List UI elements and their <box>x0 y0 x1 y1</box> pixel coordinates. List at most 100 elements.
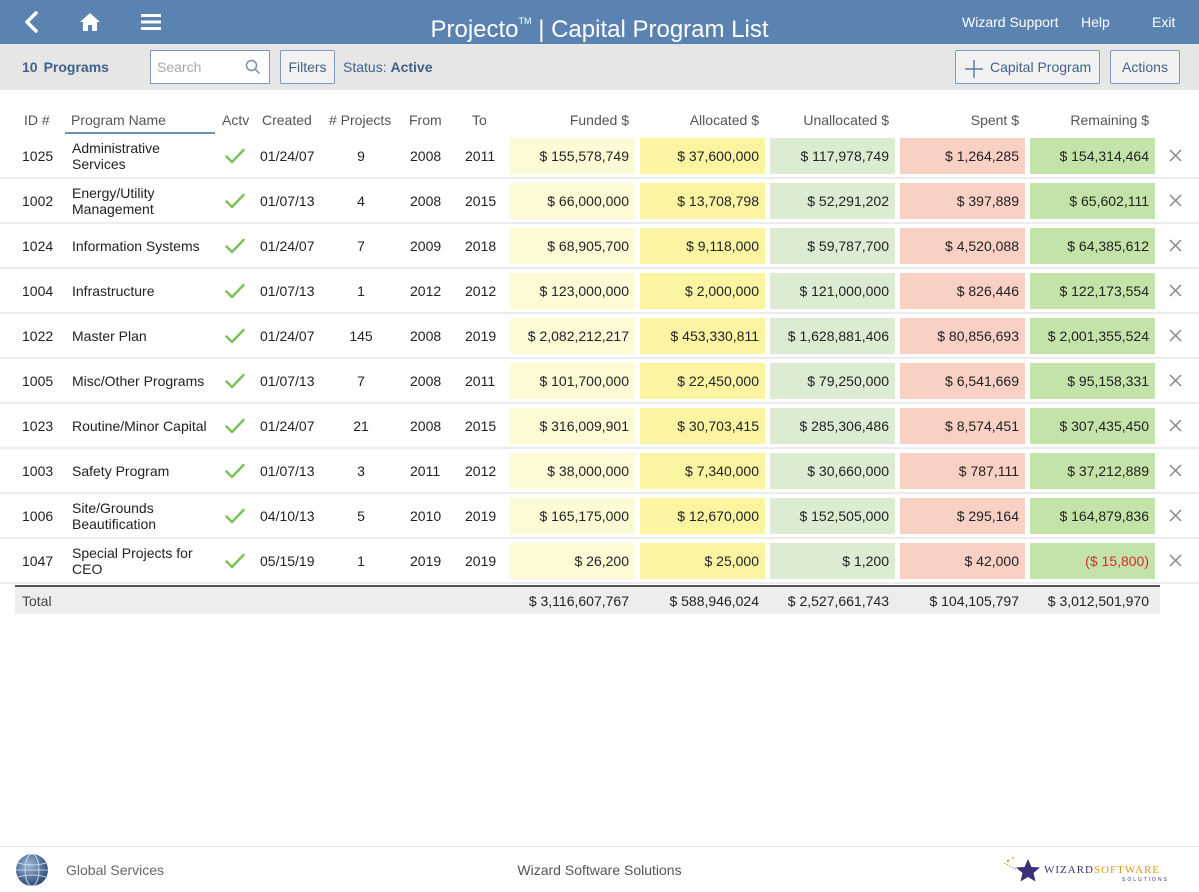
to-year: 2011 <box>465 372 496 389</box>
check-icon <box>222 449 248 492</box>
project-count: 9 <box>357 147 365 164</box>
help-link[interactable]: Help <box>1081 14 1110 30</box>
remaining-amount: $ 2,001,355,524 <box>1030 318 1155 354</box>
plus-icon <box>964 58 984 90</box>
table-row[interactable]: 1023 Routine/Minor Capital 01/24/07 21 2… <box>0 404 1199 449</box>
table-row[interactable]: 1002 Energy/Utility Management 01/07/13 … <box>0 179 1199 224</box>
table-row[interactable]: 1003 Safety Program 01/07/13 3 2011 2012… <box>0 449 1199 494</box>
program-name[interactable]: Master Plan <box>72 327 147 344</box>
search-icon[interactable] <box>245 59 261 78</box>
status-filter[interactable]: Status: Active <box>343 44 433 90</box>
back-icon[interactable] <box>16 0 46 44</box>
title-separator: | <box>538 16 545 43</box>
project-count: 145 <box>349 327 373 344</box>
unallocated-amount: $ 30,660,000 <box>770 453 895 489</box>
project-count: 7 <box>357 237 365 254</box>
close-icon[interactable] <box>1165 494 1185 537</box>
close-icon[interactable] <box>1165 314 1185 357</box>
unallocated-amount: $ 285,306,486 <box>770 408 895 444</box>
toolbar: 10 Programs Filters Status: Active Capita… <box>0 44 1199 90</box>
wizard-support-link[interactable]: Wizard Support <box>962 14 1059 30</box>
close-icon[interactable] <box>1165 449 1185 492</box>
funded-amount: $ 66,000,000 <box>510 183 635 219</box>
spent-amount: $ 80,856,693 <box>900 318 1025 354</box>
table-row[interactable]: 1006 Site/Grounds Beautification 04/10/1… <box>0 494 1199 539</box>
program-id: 1023 <box>22 417 54 434</box>
allocated-amount: $ 2,000,000 <box>640 273 765 309</box>
program-name[interactable]: Information Systems <box>72 237 200 254</box>
close-icon[interactable] <box>1165 269 1185 312</box>
funded-amount: $ 101,700,000 <box>510 363 635 399</box>
table-row[interactable]: 1025 Administrative Services 01/24/07 9 … <box>0 134 1199 179</box>
column-header-spent[interactable]: Spent $ <box>970 112 1019 128</box>
add-capital-program-button[interactable]: Capital Program <box>955 50 1100 84</box>
filters-button[interactable]: Filters <box>280 50 335 84</box>
column-header-funded[interactable]: Funded $ <box>569 112 629 128</box>
program-name[interactable]: Special Projects for CEO <box>72 544 193 577</box>
close-icon[interactable] <box>1165 179 1185 222</box>
program-name[interactable]: Misc/Other Programs <box>72 372 205 389</box>
column-header-created[interactable]: Created <box>262 112 312 128</box>
search-box <box>150 50 270 84</box>
funded-amount: $ 68,905,700 <box>510 228 635 264</box>
column-header-from[interactable]: From <box>409 112 442 128</box>
spent-amount: $ 826,446 <box>900 273 1025 309</box>
close-icon[interactable] <box>1165 224 1185 267</box>
hamburger-menu-icon[interactable] <box>136 0 166 44</box>
program-name[interactable]: Routine/Minor Capital <box>72 417 207 434</box>
footer: Global Services Wizard Software Solution… <box>0 846 1199 892</box>
program-name[interactable]: Energy/Utility Management <box>72 184 155 217</box>
allocated-amount: $ 25,000 <box>640 543 765 579</box>
from-year: 2011 <box>410 462 441 479</box>
column-header-remaining[interactable]: Remaining $ <box>1070 112 1149 128</box>
actions-button[interactable]: Actions <box>1110 50 1180 84</box>
unallocated-amount: $ 79,250,000 <box>770 363 895 399</box>
created-date: 01/07/13 <box>260 192 315 209</box>
column-header-projects[interactable]: # Projects <box>329 112 392 128</box>
program-count-label: Programs <box>43 59 109 75</box>
program-name[interactable]: Site/Grounds Beautification <box>72 499 157 532</box>
remaining-amount: $ 307,435,450 <box>1030 408 1155 444</box>
funded-amount: $ 38,000,000 <box>510 453 635 489</box>
home-icon[interactable] <box>74 0 106 44</box>
to-year: 2015 <box>465 192 497 209</box>
table-row[interactable]: 1024 Information Systems 01/24/07 7 2009… <box>0 224 1199 269</box>
unallocated-amount: $ 1,200 <box>770 543 895 579</box>
trademark: TM <box>518 16 532 26</box>
search-input[interactable] <box>151 51 241 83</box>
column-header-unallocated[interactable]: Unallocated $ <box>803 112 889 128</box>
table-row[interactable]: 1005 Misc/Other Programs 01/07/13 7 2008… <box>0 359 1199 404</box>
check-icon <box>222 314 248 357</box>
column-header-allocated[interactable]: Allocated $ <box>689 112 759 128</box>
exit-link[interactable]: Exit <box>1152 14 1176 30</box>
program-name[interactable]: Safety Program <box>72 462 170 479</box>
to-year: 2019 <box>465 327 497 344</box>
table-row[interactable]: 1047 Special Projects for CEO 05/15/19 1… <box>0 539 1199 584</box>
globe-icon[interactable] <box>15 853 49 890</box>
table-row[interactable]: 1022 Master Plan 01/24/07 145 2008 2019 … <box>0 314 1199 359</box>
column-header-to[interactable]: To <box>472 112 487 128</box>
global-services-link[interactable]: Global Services <box>66 862 165 878</box>
column-header-active[interactable]: Actv <box>222 112 250 128</box>
close-icon[interactable] <box>1165 359 1185 402</box>
project-count: 7 <box>357 372 365 389</box>
to-year: 2012 <box>465 282 497 299</box>
unallocated-amount: $ 121,000,000 <box>770 273 895 309</box>
allocated-amount: $ 37,600,000 <box>640 138 765 174</box>
funded-amount: $ 2,082,212,217 <box>510 318 635 354</box>
column-header-program-name[interactable]: Program Name <box>65 106 215 134</box>
to-year: 2011 <box>465 147 496 164</box>
program-id: 1024 <box>22 237 54 254</box>
program-name[interactable]: Infrastructure <box>72 282 155 299</box>
program-name[interactable]: Administrative Services <box>72 139 160 172</box>
spent-amount: $ 42,000 <box>900 543 1025 579</box>
table-row[interactable]: 1004 Infrastructure 01/07/13 1 2012 2012… <box>0 269 1199 314</box>
column-header-id[interactable]: ID # <box>24 112 50 128</box>
created-date: 01/24/07 <box>260 417 315 434</box>
created-date: 05/15/19 <box>260 552 315 569</box>
to-year: 2015 <box>465 417 497 434</box>
check-icon <box>222 224 248 267</box>
close-icon[interactable] <box>1165 404 1185 447</box>
close-icon[interactable] <box>1165 134 1185 177</box>
close-icon[interactable] <box>1165 539 1185 582</box>
